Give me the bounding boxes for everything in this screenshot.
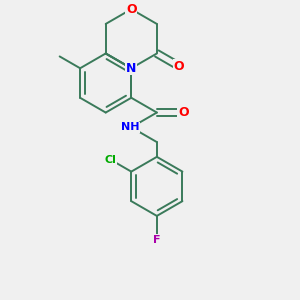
- Text: O: O: [126, 3, 136, 16]
- Text: O: O: [173, 59, 184, 73]
- Text: F: F: [153, 235, 160, 244]
- Text: N: N: [126, 62, 136, 75]
- Text: Cl: Cl: [105, 155, 117, 165]
- Text: NH: NH: [121, 122, 139, 132]
- Text: O: O: [178, 106, 189, 119]
